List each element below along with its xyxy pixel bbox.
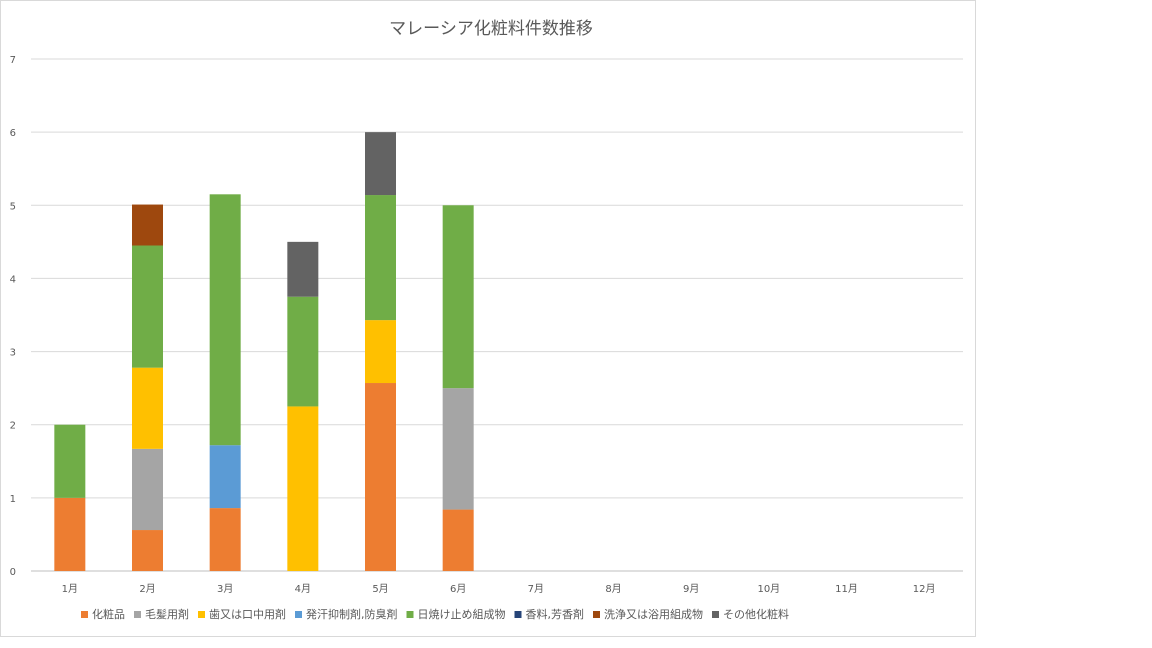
legend-label: 化粧品 [92, 607, 125, 621]
y-tick-label: 3 [10, 348, 16, 359]
y-tick-label: 6 [10, 128, 16, 139]
x-tick-label: 9月 [683, 583, 699, 595]
legend-swatch [593, 611, 600, 618]
y-tick-label: 2 [10, 421, 16, 432]
bar-segment [132, 367, 163, 449]
bar-segment [54, 424, 86, 498]
x-tick-label: 3月 [217, 583, 233, 595]
x-tick-label: 7月 [528, 583, 544, 595]
legend: 化粧品 毛髪用剤 歯又は口中用剤 発汗抑制剤,防臭剤 日焼け止め組成物 香料,芳香剤 洗浄又… [81, 607, 789, 621]
legend-label: 洗浄又は浴用組成物 [604, 607, 703, 621]
legend-swatch [406, 611, 414, 618]
legend-swatch [295, 611, 302, 618]
x-tick-label: 2月 [139, 583, 155, 595]
bar-segment [132, 204, 163, 246]
x-tick-label: 10月 [757, 583, 780, 595]
bar-segment [442, 205, 474, 389]
legend-swatch [134, 611, 141, 618]
bar-segment [365, 195, 396, 321]
legend-swatch [81, 611, 88, 618]
bar-segment [209, 508, 241, 571]
legend-label: その他化粧料 [723, 607, 789, 621]
legend-label: 日焼け止め組成物 [418, 607, 506, 621]
bar-segment [365, 320, 396, 384]
bar-segment [365, 383, 396, 571]
bar-segment [54, 497, 86, 571]
chart-area: マレーシア化粧料件数推移 0 1 2 3 4 5 6 7 1月 2月 3月 4月 5月 6月 7月 8月 9月… [0, 0, 976, 637]
bar-segment [287, 241, 319, 297]
chart-svg: マレーシア化粧料件数推移 0 1 2 3 4 5 6 7 1月 2月 3月 4月 5月 6月 7月 8月 9月… [10, 19, 963, 621]
y-axis-ticks: 0 1 2 3 4 5 6 7 [10, 55, 16, 578]
legend-swatch [514, 611, 522, 618]
bar-segment [442, 509, 474, 571]
x-axis-ticks: 1月 2月 3月 4月 5月 6月 7月 8月 9月 10月 11月 12月 [62, 583, 936, 595]
x-tick-label: 4月 [295, 583, 311, 595]
y-tick-label: 0 [10, 567, 16, 578]
bar-segment [365, 132, 396, 196]
legend-label: 毛髪用剤 [145, 607, 189, 621]
x-tick-label: 8月 [605, 583, 621, 595]
x-tick-label: 11月 [835, 583, 858, 595]
legend-swatch [712, 611, 719, 618]
bar-segment [209, 445, 241, 509]
y-tick-label: 4 [10, 274, 16, 285]
bar-segment [132, 448, 163, 531]
y-tick-label: 5 [10, 201, 16, 212]
x-tick-label: 12月 [913, 583, 936, 595]
legend-label: 歯又は口中用剤 [209, 607, 286, 621]
gridlines [31, 58, 963, 572]
bar-segment [209, 194, 241, 446]
bar-segment [132, 530, 163, 571]
legend-label: 発汗抑制剤,防臭剤 [306, 607, 398, 621]
bars [54, 132, 474, 571]
bar-segment [287, 296, 319, 407]
x-tick-label: 6月 [450, 583, 466, 595]
bar-segment [132, 245, 163, 368]
legend-label: 香料,芳香剤 [526, 607, 585, 621]
x-tick-label: 5月 [372, 583, 388, 595]
y-tick-label: 1 [10, 494, 16, 505]
bar-segment [287, 406, 319, 571]
bar-segment [442, 388, 474, 510]
chart-title: マレーシア化粧料件数推移 [389, 19, 593, 39]
y-tick-label: 7 [10, 55, 16, 66]
legend-swatch [198, 611, 205, 618]
x-tick-label: 1月 [62, 583, 78, 595]
